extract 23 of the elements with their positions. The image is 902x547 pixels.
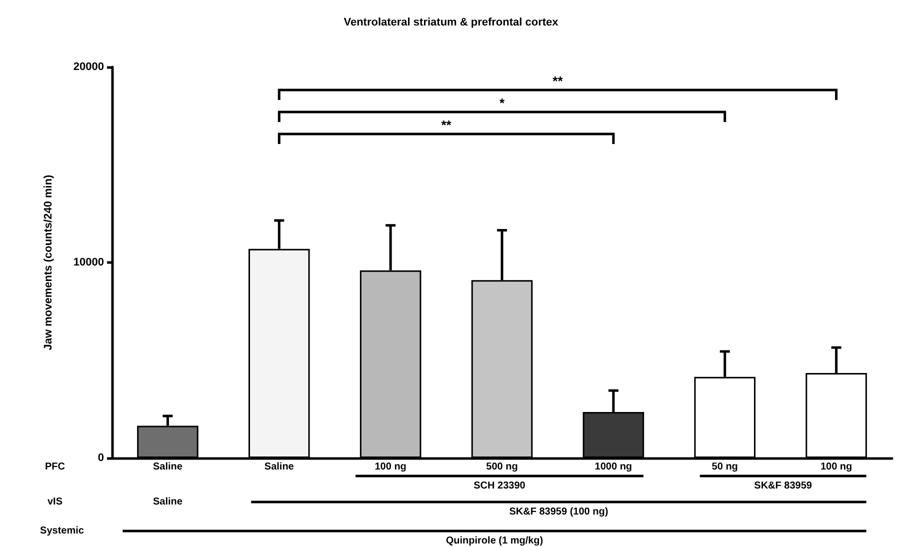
x-tick-label: 50 ng — [712, 462, 738, 472]
y-tick-label: 20000 — [73, 61, 104, 73]
text: SK&F 83959 (100 ng) — [509, 506, 608, 518]
text: PFC — [45, 462, 65, 473]
text: Quinpirole (1 mg/kg) — [446, 536, 544, 547]
text: SCH 23390 — [474, 480, 526, 492]
annotation: ** — [552, 73, 564, 88]
text: SK&F 83959 — [754, 480, 812, 492]
y-axis-title: Jaw movements (counts/240 min) — [42, 174, 54, 350]
y-tick-label: 0 — [98, 452, 104, 464]
annotation: * — [499, 95, 506, 110]
chart-title: Ventrolateral striatum & prefrontal cortex — [344, 16, 560, 28]
x-tick-label: 100 ng — [820, 462, 852, 472]
text: Saline — [152, 496, 183, 508]
x-tick-label: Saline — [264, 462, 294, 472]
x-tick-label: 1000 ng — [594, 462, 632, 472]
annotation: ** — [441, 117, 452, 132]
x-tick-label: 100 ng — [374, 462, 406, 472]
y-tick-label: 10000 — [73, 256, 104, 268]
x-tick-label: Saline — [152, 462, 183, 472]
x-tick-label: 500 ng — [486, 462, 518, 472]
text: vIS — [47, 496, 63, 508]
text: Systemic — [40, 526, 84, 537]
